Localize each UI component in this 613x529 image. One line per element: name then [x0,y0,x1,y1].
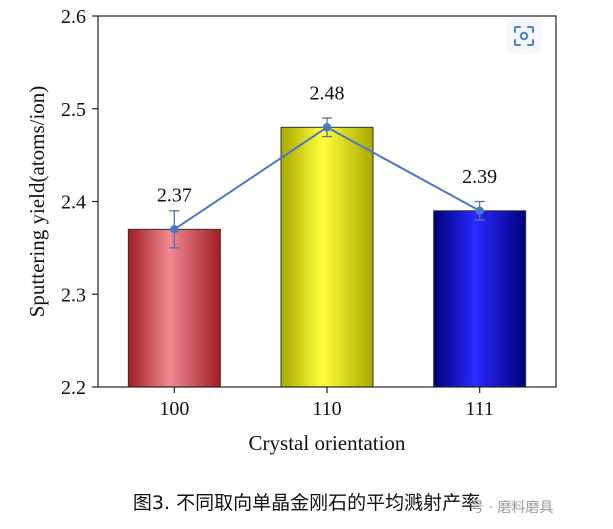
data-label-110: 2.48 [310,82,345,104]
figure-caption: 图3. 不同取向单晶金刚石的平均溅射产率 [132,492,481,514]
y-tick-label-2: 2.4 [61,192,86,214]
bar-110 [280,126,374,388]
bar-100 [127,228,221,388]
y-tick-label-3: 2.5 [61,99,86,121]
watermark: 号 · 磨料磨具 [470,500,554,516]
data-label-111: 2.39 [462,166,497,188]
x-tick-label-110: 110 [312,398,341,420]
y-tick-label-1: 2.3 [61,284,86,306]
y-tick-label-0: 2.2 [61,377,86,399]
y-tick-label-4: 2.6 [61,6,86,28]
trend-point-100 [170,225,179,234]
y-axis-label: Sputtering yield(atoms/ion) [25,86,49,318]
scan-icon [514,26,534,46]
bar-chart: 2.2 2.3 2.4 2.5 2.6 100 110 111 2.37 2.48 2.39 S… [25,6,557,455]
trend-point-110 [322,123,332,132]
x-axis-label: Crystal orientation [249,431,406,455]
data-label-100: 2.37 [157,184,192,206]
scan-button[interactable] [506,18,542,54]
bar-111 [433,210,527,388]
x-tick-label-100: 100 [159,398,189,420]
x-tick-label-111: 111 [465,398,494,420]
trend-point-111 [475,206,484,215]
